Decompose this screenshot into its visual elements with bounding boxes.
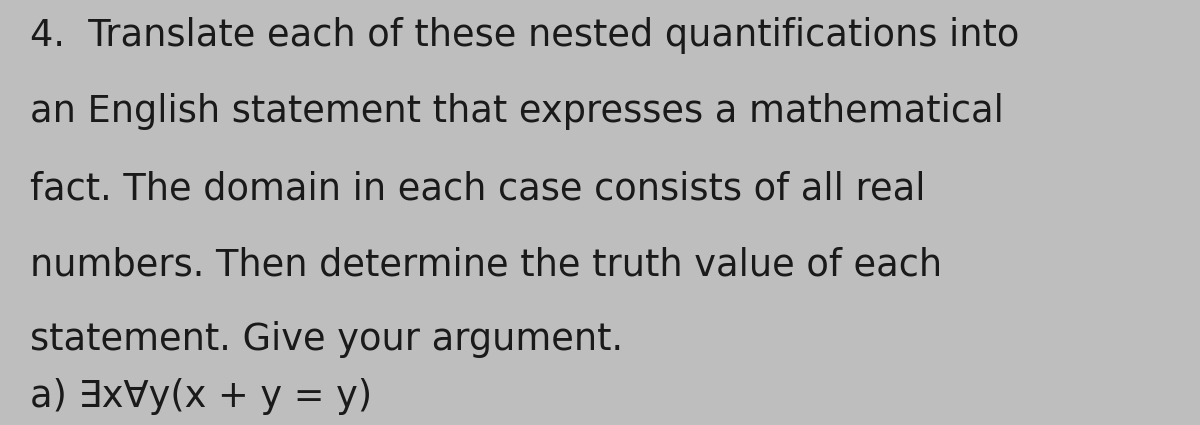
Text: statement. Give your argument.: statement. Give your argument. — [30, 321, 623, 358]
Text: 4.  Translate each of these nested quantifications into: 4. Translate each of these nested quanti… — [30, 17, 1019, 54]
Text: fact. The domain in each case consists of all real: fact. The domain in each case consists o… — [30, 170, 925, 207]
Text: a) ∃x∀y(x + y = y): a) ∃x∀y(x + y = y) — [30, 378, 372, 415]
Text: an English statement that expresses a mathematical: an English statement that expresses a ma… — [30, 94, 1004, 130]
Text: numbers. Then determine the truth value of each: numbers. Then determine the truth value … — [30, 246, 942, 283]
